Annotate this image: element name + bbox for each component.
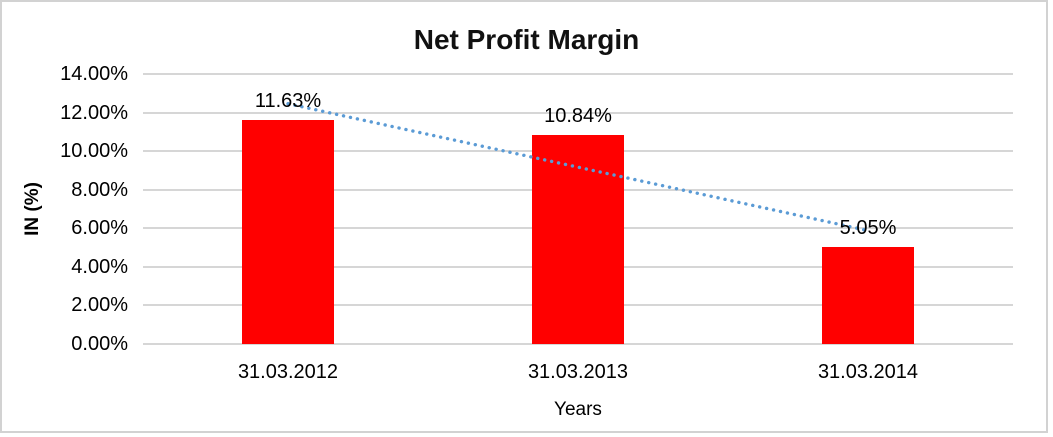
y-tick-label: 14.00%	[60, 63, 128, 85]
y-tick-label: 10.00%	[60, 140, 128, 163]
trendline	[286, 102, 870, 233]
x-tick-label: 31.03.2013	[527, 361, 629, 383]
bar	[822, 246, 914, 344]
data-label: 11.63%	[254, 89, 322, 112]
data-label: 5.05%	[839, 216, 897, 239]
bar	[532, 134, 624, 344]
gridline	[143, 111, 1013, 114]
y-tick-label: 12.00%	[60, 101, 128, 124]
y-tick-label: 8.00%	[71, 178, 128, 201]
plot-area: 11.63% 10.84% 5.05%	[143, 73, 1013, 345]
y-tick-label: 2.00%	[71, 294, 128, 317]
gridline	[143, 343, 1013, 345]
y-tick-label: 6.00%	[71, 217, 128, 240]
y-tick-label: 0.00%	[71, 333, 128, 355]
chart-title: Net Profit Margin	[413, 24, 640, 55]
y-tick-label: 4.00%	[71, 255, 128, 278]
bar	[242, 119, 334, 344]
data-label: 10.84%	[544, 104, 612, 127]
x-tick-label: 31.03.2012	[237, 361, 339, 383]
gridline	[143, 73, 1013, 75]
x-axis-title: Years	[554, 399, 602, 420]
x-tick-label: 31.03.2014	[817, 361, 919, 383]
